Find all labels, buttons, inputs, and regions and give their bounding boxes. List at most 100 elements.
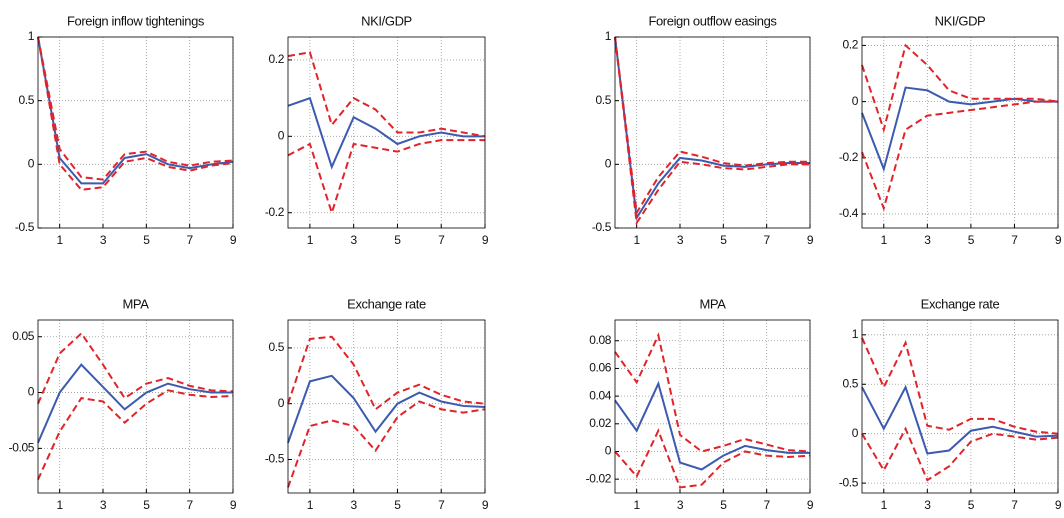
x-tick-label: 5 [143, 233, 150, 247]
plot-frame [37, 36, 234, 229]
x-tick-label: 3 [100, 233, 107, 247]
x-tick-label: 5 [968, 233, 975, 247]
chart-title: NKI/GDP [361, 13, 412, 28]
line-series [861, 43, 1059, 134]
y-tick-label: 0 [852, 426, 859, 440]
x-tick-label: 5 [720, 233, 727, 247]
x-tick-label: 9 [230, 498, 237, 512]
y-tick-label: 0.08 [589, 333, 611, 347]
y-tick-label: -0.05 [9, 441, 35, 455]
plot-frame [37, 319, 234, 494]
line-series [861, 86, 1058, 173]
plot-area [862, 37, 1058, 228]
x-tick-label: 1 [307, 233, 314, 247]
y-tick-label: 1 [605, 29, 612, 43]
y-tick-label: 0.5 [596, 93, 612, 107]
plot-area [862, 320, 1058, 493]
y-tick-label: 0 [278, 396, 285, 410]
x-tick-label: 5 [968, 498, 975, 512]
x-tick-label: 9 [482, 233, 489, 247]
plot-frame [287, 36, 486, 229]
y-tick-label: -0.02 [586, 471, 612, 485]
plot-area [38, 37, 233, 228]
chart-title: MPA [699, 296, 726, 311]
y-tick-label: 0.05 [12, 329, 34, 343]
line-series [614, 36, 810, 221]
y-tick-label: 0.2 [269, 52, 285, 66]
line-series [861, 384, 1059, 455]
plot-area [615, 37, 810, 228]
x-tick-label: 7 [438, 233, 445, 247]
x-tick-label: 3 [351, 498, 358, 512]
x-tick-label: 1 [881, 498, 888, 512]
plot-frame [861, 319, 1059, 494]
line-series [287, 400, 486, 488]
x-tick-label: 1 [634, 233, 641, 247]
plot-frame [861, 36, 1059, 229]
y-tick-label: -0.5 [839, 475, 859, 489]
plot-frame [614, 36, 811, 229]
chart-title: MPA [122, 296, 149, 311]
x-tick-label: 5 [394, 233, 401, 247]
x-tick-label: 1 [57, 233, 64, 247]
x-tick-label: 5 [394, 498, 401, 512]
chart-title: Foreign outflow easings [648, 13, 777, 28]
line-series [37, 36, 234, 181]
y-tick-label: -0.5 [265, 452, 285, 466]
y-tick-label: 0.5 [269, 340, 285, 354]
x-tick-label: 3 [100, 498, 107, 512]
y-tick-label: 0 [28, 385, 35, 399]
x-tick-label: 1 [307, 498, 314, 512]
plot-area [38, 320, 233, 493]
x-tick-label: 3 [924, 233, 931, 247]
plot-area [615, 320, 810, 493]
y-tick-label: -0.5 [592, 220, 612, 234]
y-tick-label: 1 [28, 29, 35, 43]
x-tick-label: 3 [924, 498, 931, 512]
line-series [37, 363, 233, 444]
y-tick-label: 0.02 [589, 416, 611, 430]
x-tick-label: 1 [57, 498, 64, 512]
x-tick-label: 3 [351, 233, 358, 247]
x-tick-label: 9 [230, 233, 237, 247]
y-tick-label: -0.2 [265, 205, 285, 219]
y-tick-label: -0.5 [15, 220, 35, 234]
x-tick-label: 7 [764, 233, 771, 247]
line-series [287, 139, 485, 217]
line-series [861, 100, 1058, 212]
x-tick-label: 7 [764, 498, 771, 512]
x-tick-label: 1 [634, 498, 641, 512]
y-tick-label: -0.2 [839, 150, 859, 164]
x-tick-label: 1 [881, 233, 888, 247]
line-series [861, 426, 1059, 482]
line-series [861, 337, 1059, 435]
plot-area [288, 320, 485, 493]
line-series [37, 389, 234, 481]
x-tick-label: 9 [807, 233, 814, 247]
y-tick-label: 1 [852, 327, 859, 341]
x-tick-label: 7 [187, 233, 194, 247]
plot-frame [614, 319, 811, 494]
x-tick-label: 3 [677, 498, 684, 512]
chart-title: Exchange rate [921, 296, 1000, 311]
y-tick-label: 0.06 [589, 361, 611, 375]
x-tick-label: 9 [807, 498, 814, 512]
line-series [37, 36, 234, 185]
x-tick-label: 7 [1011, 233, 1018, 247]
line-series [614, 380, 810, 471]
y-tick-label: 0.5 [19, 93, 35, 107]
y-tick-label: 0 [278, 128, 285, 142]
x-tick-label: 7 [1011, 498, 1018, 512]
x-tick-label: 9 [1055, 233, 1062, 247]
y-tick-label: 0 [605, 157, 612, 171]
line-series [614, 332, 811, 453]
chart-title: Exchange rate [347, 296, 426, 311]
line-series [287, 335, 486, 411]
y-tick-label: 0.5 [843, 376, 859, 390]
y-tick-label: 0.04 [589, 388, 611, 402]
y-tick-label: 0 [28, 157, 35, 171]
line-series [287, 374, 486, 444]
y-tick-label: 0.2 [843, 38, 859, 52]
